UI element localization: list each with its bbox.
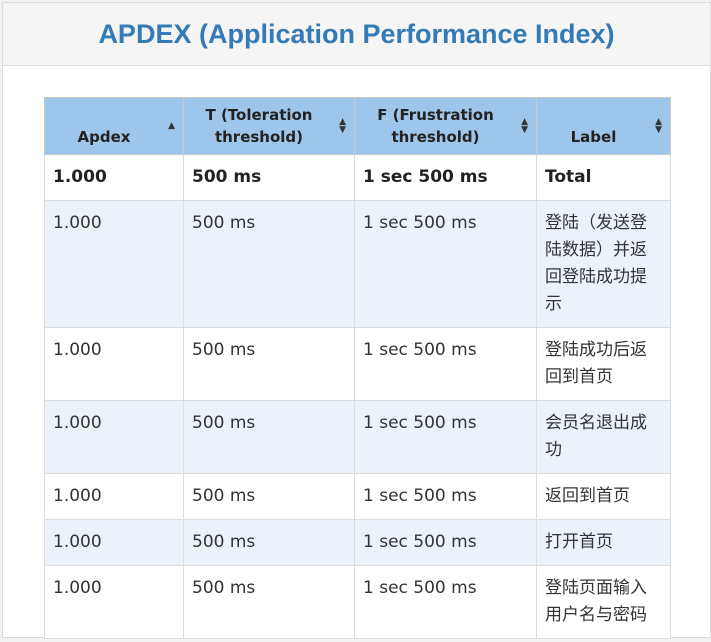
toleration-cell: 500 ms (183, 154, 355, 201)
toleration-cell: 500 ms (183, 519, 355, 566)
panel-header: APDEX (Application Performance Index) (3, 3, 710, 66)
toleration-cell: 500 ms (183, 473, 355, 520)
frustration-cell: 1 sec 500 ms (354, 154, 537, 201)
total-row: 1.000 500 ms 1 sec 500 ms Total (44, 154, 671, 201)
sort-ascending-icon: ▲ (168, 121, 175, 131)
table-row: 1.000 500 ms 1 sec 500 ms 登陆成功后返回到首页 (44, 327, 671, 401)
frustration-cell: 1 sec 500 ms (354, 565, 537, 639)
column-header-frustration[interactable]: F (Frustration threshold) ▲ ▼ (354, 97, 537, 155)
sort-both-icon: ▲ ▼ (655, 117, 662, 135)
frustration-cell: 1 sec 500 ms (354, 327, 537, 401)
toleration-cell: 500 ms (183, 327, 355, 401)
sort-both-icon: ▲ ▼ (339, 117, 346, 135)
table-header-row: Apdex ▲ T (Toleration threshold) ▲ ▼ F (F… (44, 97, 671, 155)
toleration-cell: 500 ms (183, 200, 355, 328)
label-cell: Total (536, 154, 671, 201)
column-header-label: F (Frustration threshold) (377, 106, 494, 146)
label-cell: 登陆（发送登陆数据）并返回登陆成功提示 (536, 200, 671, 328)
apdex-cell: 1.000 (44, 200, 184, 328)
table-row: 1.000 500 ms 1 sec 500 ms 会员名退出成功 (44, 400, 671, 474)
apdex-cell: 1.000 (44, 327, 184, 401)
table-row: 1.000 500 ms 1 sec 500 ms 打开首页 (44, 519, 671, 566)
table-row: 1.000 500 ms 1 sec 500 ms 登陆页面输入用户名与密码 (44, 565, 671, 639)
sort-both-icon: ▲ ▼ (521, 117, 528, 135)
column-header-toleration[interactable]: T (Toleration threshold) ▲ ▼ (183, 97, 355, 155)
label-cell: 打开首页 (536, 519, 671, 566)
column-header-label[interactable]: Label ▲ ▼ (536, 97, 671, 155)
column-header-apdex[interactable]: Apdex ▲ (44, 97, 184, 155)
frustration-cell: 1 sec 500 ms (354, 400, 537, 474)
table-row: 1.000 500 ms 1 sec 500 ms 返回到首页 (44, 473, 671, 520)
column-header-label: Label (570, 128, 617, 146)
apdex-cell: 1.000 (44, 400, 184, 474)
apdex-cell: 1.000 (44, 519, 184, 566)
column-header-label: T (Toleration threshold) (205, 106, 313, 146)
frustration-cell: 1 sec 500 ms (354, 519, 537, 566)
frustration-cell: 1 sec 500 ms (354, 200, 537, 328)
page-title: APDEX (Application Performance Index) (98, 18, 615, 49)
label-cell: 会员名退出成功 (536, 400, 671, 474)
toleration-cell: 500 ms (183, 565, 355, 639)
apdex-cell: 1.000 (44, 565, 184, 639)
apdex-cell: 1.000 (44, 473, 184, 520)
toleration-cell: 500 ms (183, 400, 355, 474)
table-row: 1.000 500 ms 1 sec 500 ms 登陆（发送登陆数据）并返回登… (44, 200, 671, 328)
apdex-cell: 1.000 (44, 154, 184, 201)
label-cell: 登陆页面输入用户名与密码 (536, 565, 671, 639)
frustration-cell: 1 sec 500 ms (354, 473, 537, 520)
apdex-table: Apdex ▲ T (Toleration threshold) ▲ ▼ F (F… (44, 97, 671, 639)
label-cell: 登陆成功后返回到首页 (536, 327, 671, 401)
label-cell: 返回到首页 (536, 473, 671, 520)
column-header-label: Apdex (77, 128, 131, 146)
